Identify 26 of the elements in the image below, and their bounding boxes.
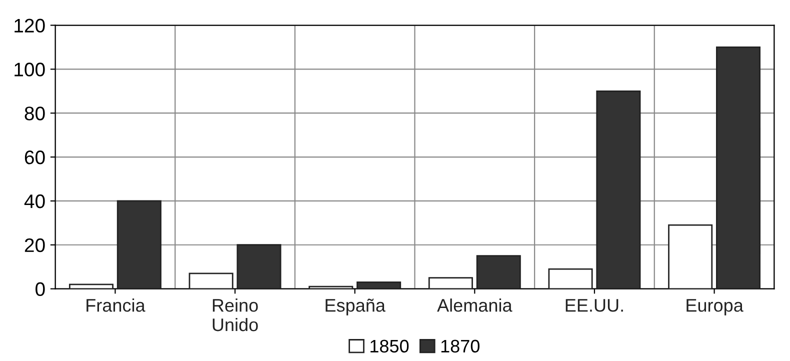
bar (236, 244, 282, 289)
y-tick-label: 20 (24, 238, 45, 252)
x-tick-label: Alemania (437, 298, 512, 312)
y-tick-label: 80 (24, 106, 45, 120)
x-tick-label: Francia (86, 298, 146, 312)
legend-label: 1870 (441, 340, 480, 353)
bar (476, 255, 521, 289)
x-tick-label: Europa (686, 299, 744, 316)
bar (188, 272, 234, 289)
x-tick-label: EE.UU. (566, 299, 623, 312)
y-tick-label: 120 (14, 18, 45, 33)
bar (716, 46, 761, 289)
bar (548, 268, 593, 289)
y-tick-label: 40 (24, 194, 45, 208)
bar (356, 282, 402, 289)
y-tick-label: 0 (36, 282, 45, 296)
bar (116, 200, 162, 289)
y-tick-label: 60 (24, 150, 45, 164)
bar (428, 277, 473, 289)
legend-label: 1850 (370, 340, 409, 353)
x-tick-label: España (326, 298, 386, 316)
bar (596, 90, 641, 289)
x-tick-label: Reino Unido (212, 298, 258, 332)
bar (68, 284, 114, 289)
y-tick-label: 100 (14, 62, 45, 76)
bar (668, 224, 713, 289)
